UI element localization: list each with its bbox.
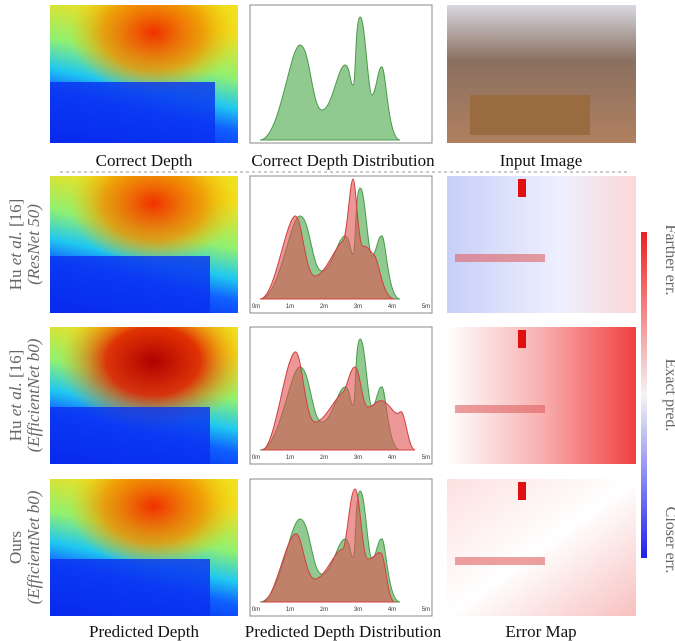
row-method: Ours — [6, 531, 25, 564]
distribution-plot: 0m 1m 2m 3m 4m 5m — [249, 478, 433, 617]
method-part: et al. — [6, 231, 25, 265]
error-patch — [455, 254, 545, 262]
caption: Predicted Depth Distribution — [245, 622, 442, 641]
distribution-plot: 0m 1m 2m 3m 4m 5m — [249, 326, 433, 465]
tick-label: 4m — [388, 607, 396, 613]
method-part: Hu — [6, 265, 25, 290]
table-shape — [50, 407, 210, 464]
table-shape — [50, 256, 210, 313]
table-shape — [470, 95, 590, 135]
colorbar-label: Closer err. — [662, 507, 675, 574]
colorbar-label: Farther err. — [662, 224, 675, 295]
tick-label: 0m — [252, 455, 260, 461]
tick-label: 1m — [286, 455, 294, 461]
tick-label: 3m — [354, 455, 362, 461]
method-part: [16] — [6, 350, 25, 383]
error-patch — [455, 557, 545, 565]
caption: Correct Depth Distribution — [251, 151, 435, 170]
row-method: Hu et al. [16] — [6, 350, 25, 442]
row-backbone: (ResNet 50) — [24, 204, 43, 285]
density-curve — [259, 16, 401, 141]
error-map — [447, 176, 636, 313]
error-patch — [518, 330, 526, 348]
tick-label: 0m — [252, 607, 260, 613]
tick-label: 3m — [354, 607, 362, 613]
error-map — [447, 327, 636, 464]
method-part: [16] — [6, 199, 25, 232]
tick-label: 1m — [286, 607, 294, 613]
tick-label: 2m — [320, 455, 328, 461]
table-shape — [50, 559, 210, 616]
tick-label: 2m — [320, 304, 328, 310]
tick-label: 5m — [422, 607, 430, 613]
table-shape — [50, 82, 215, 143]
colorbar-label: Exact pred. — [662, 359, 675, 432]
caption: Correct Depth — [96, 151, 193, 170]
distribution-plot — [249, 4, 433, 144]
tick-label: 5m — [422, 304, 430, 310]
density-curve — [259, 178, 396, 300]
caption: Input Image — [500, 151, 583, 170]
colorbar — [641, 232, 647, 558]
error-patch — [518, 179, 526, 197]
method-part: Hu — [6, 416, 25, 441]
tick-label: 1m — [286, 304, 294, 310]
tick-label: 2m — [320, 607, 328, 613]
tick-label: 5m — [422, 455, 430, 461]
method-part: Ours — [6, 531, 25, 564]
density-curve — [261, 351, 416, 451]
density-curve — [261, 488, 396, 603]
method-part: et al. — [6, 382, 25, 416]
tick-label: 4m — [388, 455, 396, 461]
tick-label: 4m — [388, 304, 396, 310]
distribution-plot: 0m 1m 2m 3m 4m 5m — [249, 175, 433, 314]
row-backbone: (EfficientNet b0) — [24, 338, 43, 452]
error-patch — [455, 405, 545, 413]
caption: Error Map — [505, 622, 576, 641]
tick-label: 3m — [354, 304, 362, 310]
error-map — [447, 479, 636, 616]
caption: Predicted Depth — [89, 622, 199, 641]
tick-label: 0m — [252, 304, 260, 310]
row-method: Hu et al. [16] — [6, 199, 25, 291]
error-patch — [518, 482, 526, 500]
row-backbone: (EfficientNet b0) — [24, 490, 43, 604]
